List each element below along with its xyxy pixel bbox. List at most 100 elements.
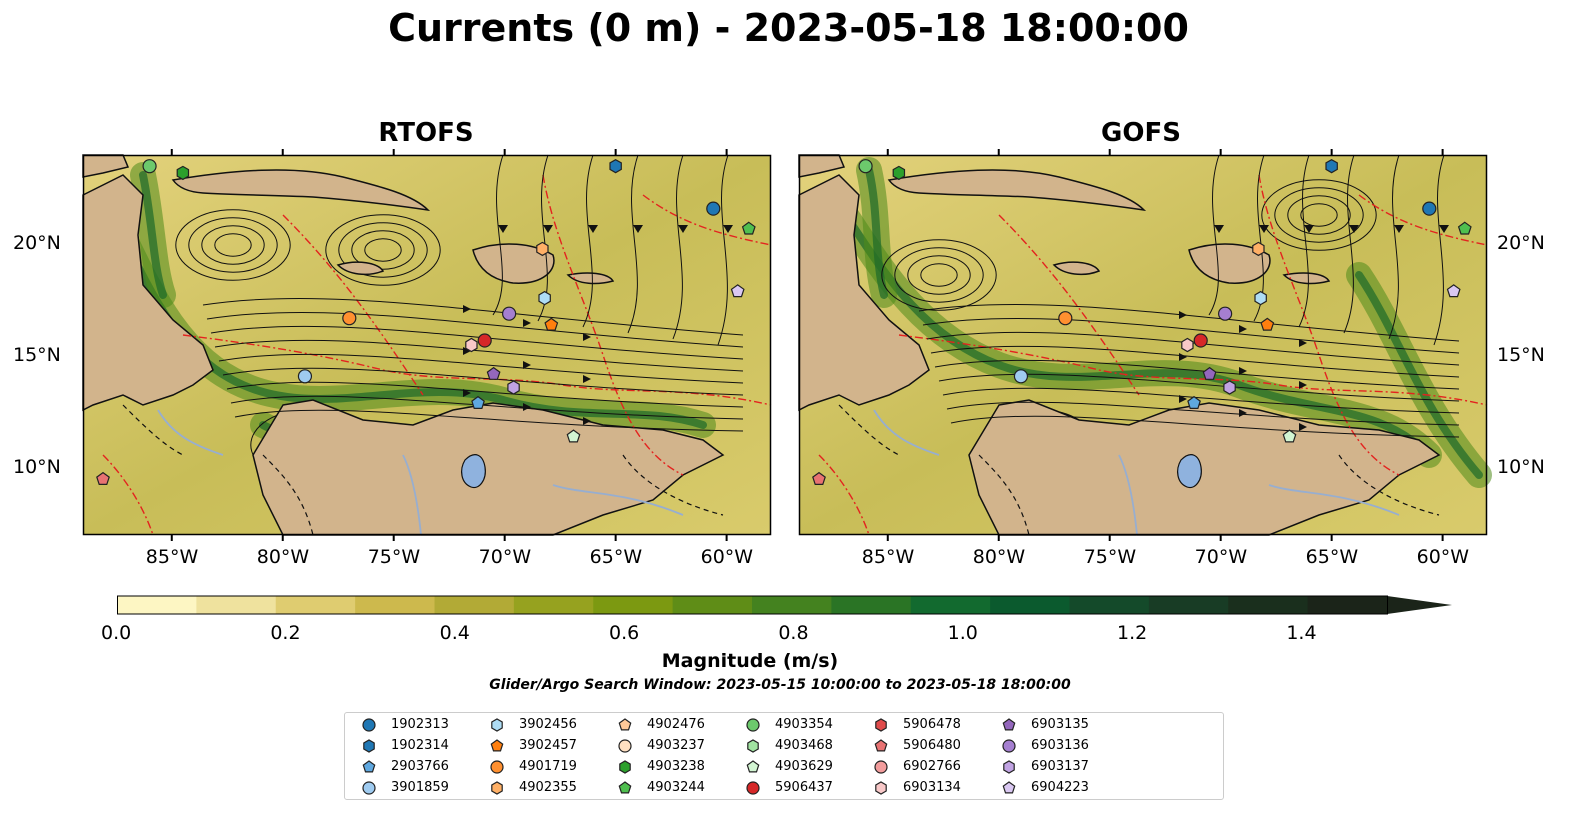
lat-tick-label: 20°N — [1497, 232, 1545, 255]
current-core — [1355, 271, 1483, 479]
country-border — [838, 404, 900, 456]
legend-label: 4903354 — [775, 717, 833, 732]
eddy-streamline — [920, 263, 958, 287]
legend-label: 6902766 — [903, 759, 961, 774]
legend-label: 1902314 — [391, 738, 449, 753]
platform-marker-3902457 — [1260, 317, 1275, 331]
platform-marker-1902314 — [609, 159, 622, 174]
circle-marker-icon — [1002, 739, 1016, 753]
gofs-current-map — [798, 149, 1492, 541]
eez-boundary — [182, 334, 772, 406]
pentagon-marker-icon — [874, 739, 888, 752]
platform-marker-1902313 — [1422, 201, 1437, 216]
platform-marker-6903135 — [1202, 366, 1217, 380]
lake-maracaibo — [461, 454, 486, 489]
lon-tick-label: 60°W — [1416, 546, 1470, 568]
eddy-streamline — [1274, 187, 1364, 243]
streamline — [1433, 154, 1445, 346]
hexagon-marker-icon — [875, 781, 887, 795]
platform-marker-4902355 — [536, 241, 549, 257]
hexagon-marker-icon — [875, 718, 887, 732]
current-core — [865, 166, 888, 299]
eddy-streamline — [338, 222, 428, 278]
platform-marker-5906437 — [477, 333, 492, 348]
circle-marker-icon — [874, 760, 888, 774]
streamline-arrow — [543, 225, 553, 233]
country-border — [122, 404, 184, 456]
colorbar-tick-label: 1.2 — [1117, 622, 1148, 644]
legend-label: 5906478 — [903, 717, 961, 732]
streamline — [1343, 154, 1355, 334]
eez-boundary — [542, 174, 684, 476]
platform-marker-6904223 — [730, 284, 745, 298]
platform-marker-6903137 — [507, 380, 520, 395]
streamline-arrow — [1304, 225, 1314, 233]
colorbar-segment — [1148, 596, 1229, 614]
legend-label: 4903238 — [647, 759, 705, 774]
streamline — [926, 331, 1460, 366]
circle-marker-icon — [490, 760, 504, 774]
streamline — [210, 325, 744, 360]
circle-marker-icon — [746, 781, 760, 795]
eddy-streamline — [364, 238, 402, 262]
river — [157, 409, 224, 456]
platform-marker-4903629 — [566, 429, 581, 443]
pentagon-marker-icon — [618, 718, 632, 731]
platform-marker-5906480 — [96, 471, 110, 485]
platform-marker-4901719 — [1058, 311, 1073, 326]
lat-tick-label: 15°N — [1497, 344, 1545, 367]
eez-boundary — [818, 454, 870, 536]
streamline-arrow — [523, 403, 531, 411]
eez-boundary — [898, 334, 1488, 406]
streamline — [950, 415, 1460, 438]
figure-title: Currents (0 m) - 2023-05-18 18:00:00 — [388, 6, 1189, 50]
streamline — [218, 353, 744, 384]
eddy-streamline — [188, 217, 278, 273]
platform-marker-6904223 — [1446, 284, 1461, 298]
hexagon-marker-icon — [491, 718, 503, 732]
river — [1268, 484, 1400, 516]
lat-tick-label: 10°N — [13, 455, 61, 478]
lon-tick-label: 80°W — [972, 546, 1026, 568]
lat-tick-label: 20°N — [13, 232, 61, 255]
land-mass — [336, 261, 385, 276]
platform-marker-4902355 — [1252, 241, 1265, 257]
pentagon-marker-icon — [1002, 781, 1016, 794]
streamline-arrow — [1259, 225, 1269, 233]
streamline-arrow — [1179, 311, 1187, 319]
colorbar-segment — [1069, 596, 1150, 614]
colorbar-segment — [593, 596, 674, 614]
platform-marker-4903238 — [892, 165, 906, 181]
platform-marker-4903244 — [1457, 221, 1472, 235]
colorbar — [117, 594, 1457, 622]
lake-maracaibo — [1177, 454, 1202, 489]
eez-boundary — [1258, 174, 1400, 476]
panel-title-rtofs: RTOFS — [378, 118, 474, 148]
river — [552, 484, 684, 516]
hexagon-marker-icon — [1003, 760, 1015, 774]
river — [1118, 454, 1138, 536]
legend-label: 6903134 — [903, 780, 961, 795]
streamline — [922, 317, 1460, 354]
eddy-streamline — [1287, 195, 1351, 235]
streamline-arrow — [463, 389, 471, 397]
platform-marker-3902456 — [538, 290, 551, 306]
colorbar-segment — [1228, 596, 1309, 614]
streamline-arrow — [1179, 353, 1187, 361]
pentagon-marker-icon — [618, 781, 632, 794]
platform-marker-4901719 — [342, 311, 357, 326]
eddy-streamline — [881, 239, 997, 311]
platform-marker-4903354 — [858, 159, 873, 174]
platform-marker-6903135 — [486, 366, 501, 380]
platform-marker-1902313 — [706, 201, 721, 216]
streamline-arrow — [723, 225, 733, 233]
country-border — [978, 454, 1030, 536]
streamline-arrow — [463, 347, 471, 355]
platform-marker-4903244 — [741, 221, 756, 235]
colorbar-segment — [672, 596, 753, 614]
legend-label: 6903136 — [1031, 738, 1089, 753]
hexagon-marker-icon — [747, 739, 759, 753]
platform-marker-2903766 — [471, 395, 485, 409]
platform-marker-4903238 — [176, 165, 190, 181]
legend-label: 4903237 — [647, 738, 705, 753]
